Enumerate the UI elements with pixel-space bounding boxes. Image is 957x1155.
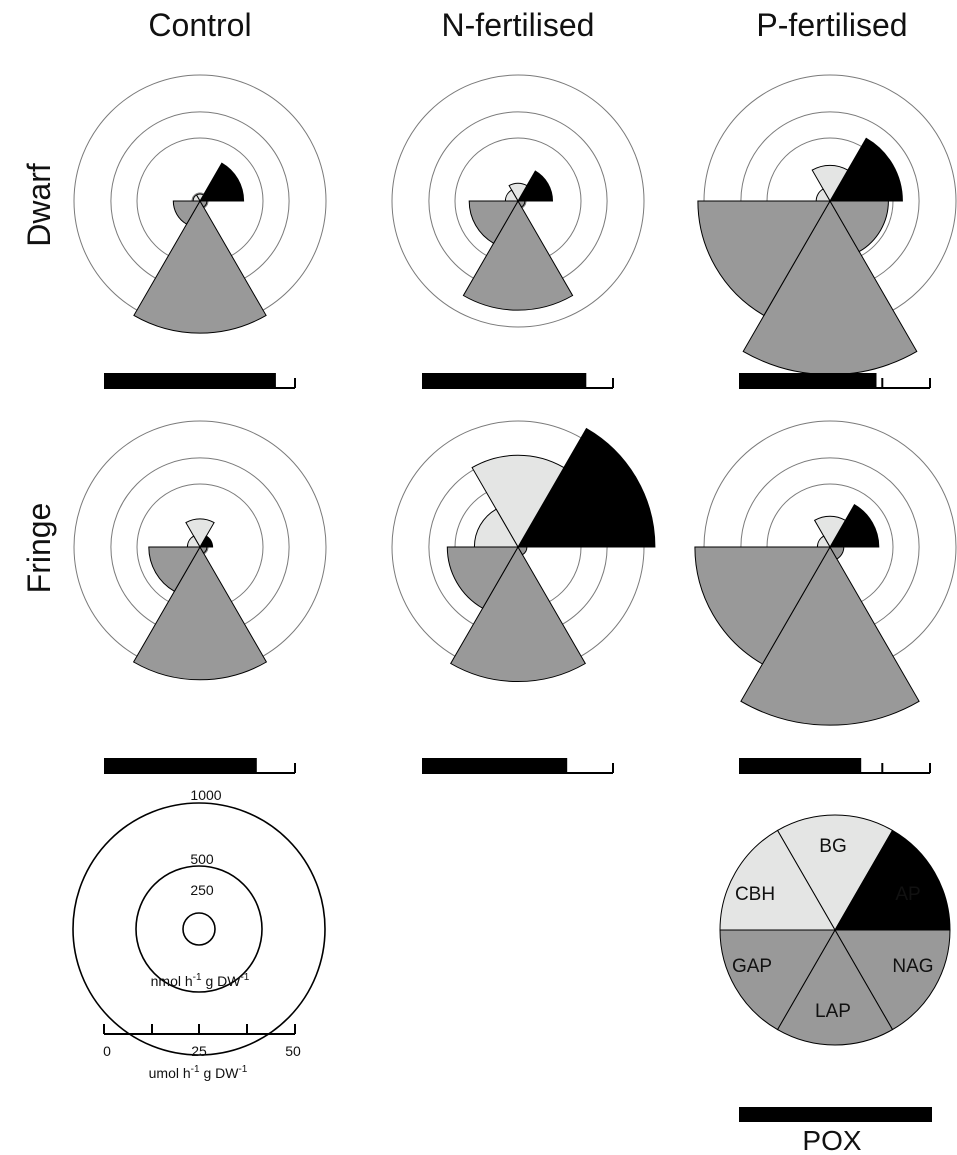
- wedge-cbh: [192, 194, 201, 202]
- pox-bar: [739, 373, 877, 388]
- legend-ring-1000: [72, 802, 326, 1056]
- legend-ring-500: [135, 865, 263, 993]
- wedge-lap: [450, 546, 586, 682]
- wedge-nag: [517, 200, 526, 208]
- pox-axis-tick-label: 25: [191, 1043, 207, 1059]
- key-label-ap: AP: [895, 884, 920, 905]
- wedge-gap: [148, 546, 201, 592]
- column-title-control: Control: [148, 7, 251, 43]
- wedge-gap: [446, 546, 519, 609]
- wedge-ap: [199, 535, 214, 548]
- wedge-nag: [199, 546, 208, 554]
- wedge-bg: [813, 515, 847, 549]
- key-pox-bar: [739, 1107, 932, 1122]
- wedge-cbh: [816, 535, 831, 548]
- wedge-cbh: [473, 508, 519, 548]
- key-wedge-lap: [776, 928, 894, 1046]
- row-title-fringe: Fringe: [21, 503, 57, 594]
- wedge-cbh: [186, 535, 201, 548]
- row-title-dwarf: Dwarf: [21, 163, 57, 247]
- wedge-lap: [740, 546, 920, 726]
- panel-fringe-n-fertilised: [391, 420, 656, 774]
- wedge-lap: [132, 546, 268, 681]
- pox-axis-tick-label: 0: [103, 1043, 111, 1059]
- wedge-gap: [172, 200, 201, 225]
- wedge-nag: [829, 546, 845, 560]
- legend-ring-label-250: 250: [190, 882, 214, 898]
- key-wedge-nag: [834, 929, 951, 1031]
- key-label-cbh: CBH: [735, 884, 775, 905]
- ring-1000: [391, 74, 645, 328]
- wedge-gap: [694, 546, 831, 665]
- wedge-bg: [471, 454, 565, 548]
- legend-ring-unit: nmol h-1 g DW-1: [151, 972, 250, 989]
- column-title-p-fertilised: P-fertilised: [756, 7, 907, 43]
- panel-dwarf-n-fertilised: [391, 74, 645, 389]
- key-wedge-bg: [776, 814, 894, 932]
- pox-bar: [104, 373, 276, 388]
- panel-dwarf-p-fertilised: [697, 74, 957, 389]
- enzyme-key: BG AP CBH GAP NAG LAP POX: [719, 814, 951, 1155]
- wedge-ap: [829, 137, 903, 202]
- panel-dwarf-control: [73, 74, 327, 389]
- legend-ring-250: [182, 912, 216, 946]
- wedge-ap: [199, 162, 245, 202]
- wedge-ap: [829, 504, 880, 548]
- column-title-n-fertilised: N-fertilised: [442, 7, 595, 43]
- wedge-lap: [462, 200, 574, 311]
- legend-ring-label-1000: 1000: [190, 787, 221, 803]
- key-wedge-cbh: [719, 829, 836, 931]
- pox-axis-unit: umol h-1 g DW-1: [149, 1064, 248, 1081]
- wedge-nag: [829, 200, 889, 253]
- pox-bar: [422, 758, 568, 773]
- wedge-gap: [697, 200, 831, 317]
- wedge-cbh: [504, 189, 519, 202]
- wedge-nag: [199, 200, 208, 208]
- key-wedge-gap: [719, 929, 836, 1031]
- key-label-gap: GAP: [732, 956, 772, 977]
- key-wedge-ap: [834, 829, 951, 931]
- legend-ring-label-500: 500: [190, 851, 214, 867]
- pox-bar: [739, 758, 862, 773]
- wedge-nag: [517, 546, 528, 556]
- panel-fringe-control: [73, 420, 327, 774]
- pox-bar: [104, 758, 257, 773]
- pox-bar: [422, 373, 587, 388]
- wedge-gap: [468, 200, 519, 244]
- wedge-lap: [133, 200, 267, 334]
- key-label-lap: LAP: [815, 1001, 851, 1022]
- key-label-nag: NAG: [892, 956, 933, 977]
- key-label-bg: BG: [819, 836, 846, 857]
- wedge-cbh: [815, 188, 831, 202]
- scale-legend: 1000 500 250 nmol h-1 g DW-1 0 25 50 umo…: [72, 787, 326, 1081]
- wedge-bg: [185, 518, 215, 548]
- wedge-ap: [517, 170, 554, 202]
- panel-fringe-p-fertilised: [694, 420, 957, 774]
- pox-axis-tick-label: 50: [285, 1043, 301, 1059]
- wedge-ap: [517, 427, 656, 548]
- wedge-bg: [811, 164, 849, 203]
- pox-scale-axis: 0 25 50 umol h-1 g DW-1: [103, 1024, 301, 1081]
- key-pox-label: POX: [802, 1125, 861, 1155]
- wedge-bg: [508, 182, 528, 202]
- polar-panels: [73, 74, 957, 774]
